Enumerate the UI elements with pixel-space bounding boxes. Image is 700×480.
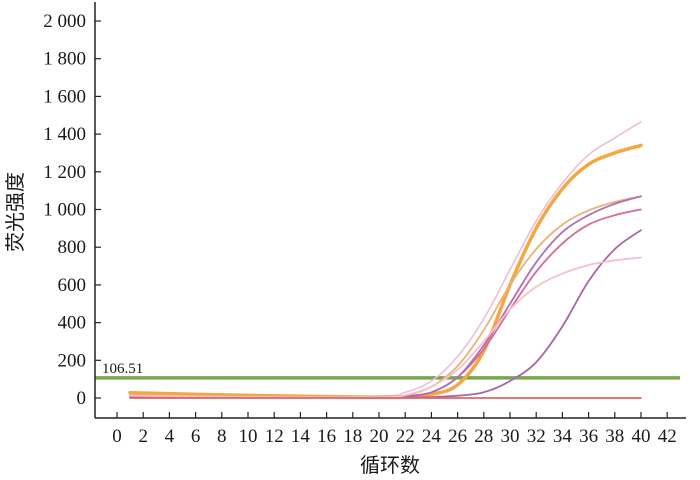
x-ticks: 0 2 4 6 8 10 12 14 16 18 20 22 24 26 28 30 32 34 36 38 40 42 (112, 412, 677, 447)
x-tick-label: 24 (422, 426, 442, 447)
x-tick-label: 14 (291, 426, 311, 447)
y-tick-label: 1 200 (43, 162, 86, 183)
x-tick-label: 20 (370, 426, 389, 447)
series-layer (128, 121, 643, 399)
series-line-6 (129, 229, 642, 399)
y-tick-label: 1 600 (43, 86, 86, 107)
x-tick-label: 30 (501, 426, 520, 447)
x-tick-label: 16 (317, 426, 336, 447)
x-tick-label: 32 (527, 426, 546, 447)
x-tick-label: 28 (474, 426, 493, 447)
y-tick-label: 2 000 (43, 11, 86, 32)
y-tick-label: 1 000 (43, 200, 86, 221)
x-tick-label: 8 (217, 426, 227, 447)
x-tick-label: 40 (632, 426, 651, 447)
x-tick-label: 4 (165, 426, 175, 447)
x-tick-label: 2 (138, 426, 148, 447)
series-line-1 (129, 121, 642, 398)
y-tick-label: 200 (58, 350, 87, 371)
x-tick-label: 18 (343, 426, 362, 447)
y-tick-label: 1 800 (43, 49, 86, 70)
x-tick-label: 10 (239, 426, 258, 447)
y-tick-label: 400 (58, 313, 87, 334)
x-tick-label: 12 (265, 426, 284, 447)
y-tick-label: 1 400 (43, 124, 86, 145)
x-axis-title: 循环数 (360, 453, 420, 477)
y-tick-label: 800 (58, 237, 87, 258)
series-line-5 (129, 195, 642, 399)
series-line-3 (129, 195, 642, 399)
y-ticks: 0 200 400 600 800 1 000 1 200 1 400 1 600 1 800 2 … (43, 11, 101, 409)
x-tick-label: 26 (448, 426, 467, 447)
y-tick-label: 0 (77, 388, 87, 409)
x-tick-label: 42 (658, 426, 677, 447)
x-tick-label: 22 (396, 426, 415, 447)
series-line-2 (128, 143, 643, 399)
x-tick-label: 6 (191, 426, 201, 447)
x-tick-label: 38 (605, 426, 624, 447)
threshold-label: 106.51 (102, 361, 143, 377)
x-tick-label: 0 (112, 426, 122, 447)
x-tick-label: 34 (553, 426, 573, 447)
x-tick-label: 36 (579, 426, 598, 447)
series-line-4 (129, 208, 642, 399)
y-tick-label: 600 (58, 275, 87, 296)
y-axis-title: 荧光强度 (3, 172, 27, 252)
